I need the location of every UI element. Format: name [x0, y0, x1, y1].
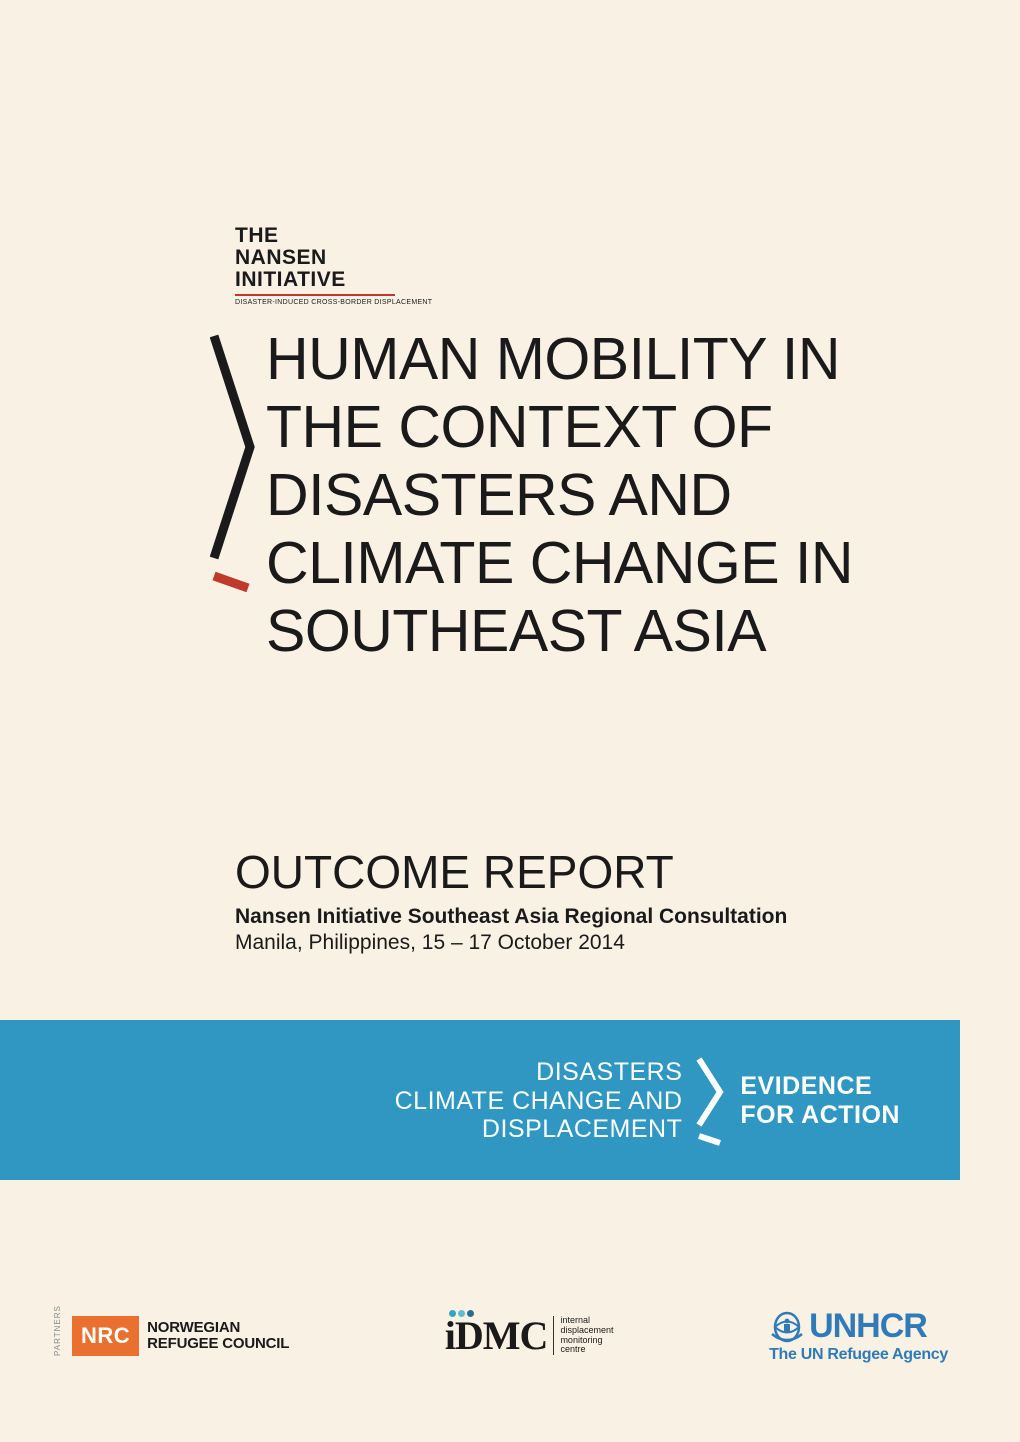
nansen-initiative-logo: THE NANSEN INITIATIVE DISASTER-INDUCED C… [235, 225, 930, 306]
band-left-line-1: DISASTERS [395, 1058, 683, 1087]
outcome-subtitle: Nansen Initiative Southeast Asia Regiona… [235, 905, 930, 929]
nrc-line-1: NORWEGIAN [147, 1320, 289, 1336]
blue-band: DISASTERS CLIMATE CHANGE AND DISPLACEMEN… [0, 1020, 960, 1180]
title-row: HUMAN MOBILITY IN THE CONTEXT OF DISASTE… [210, 326, 930, 665]
idmc-sub-4: centre [560, 1345, 613, 1355]
chevron-band-icon [696, 1056, 726, 1146]
nrc-name: NORWEGIAN REFUGEE COUNCIL [147, 1320, 289, 1352]
nansen-tagline: DISASTER-INDUCED CROSS-BORDER DISPLACEME… [235, 299, 930, 306]
nrc-logo: NRC NORWEGIAN REFUGEE COUNCIL [72, 1316, 289, 1356]
partners-row: NRC NORWEGIAN REFUGEE COUNCIL iDMC inter… [72, 1307, 948, 1364]
outcome-block: OUTCOME REPORT Nansen Initiative Southea… [235, 845, 930, 955]
nrc-line-2: REFUGEE COUNCIL [147, 1336, 289, 1352]
outcome-location: Manila, Philippines, 15 – 17 October 201… [235, 931, 930, 955]
unhcr-block: UNHCR The UN Refugee Agency [769, 1307, 948, 1364]
idmc-logo: iDMC internal displacement monitoring ce… [445, 1312, 614, 1359]
nansen-line-1: THE [235, 225, 930, 247]
idmc-dot-3 [467, 1310, 474, 1317]
band-right-line-2: FOR ACTION [740, 1101, 900, 1130]
idmc-dots-icon [449, 1310, 474, 1317]
nansen-underline [235, 294, 395, 296]
idmc-dot-2 [458, 1310, 465, 1317]
band-left-line-2: CLIMATE CHANGE AND [395, 1087, 683, 1116]
idmc-dot-1 [449, 1310, 456, 1317]
outcome-heading: OUTCOME REPORT [235, 845, 930, 899]
unhcr-subtitle: The UN Refugee Agency [769, 1346, 948, 1364]
nansen-line-2: NANSEN [235, 247, 930, 269]
blue-band-content: DISASTERS CLIMATE CHANGE AND DISPLACEMEN… [395, 1056, 900, 1146]
document-title: HUMAN MOBILITY IN THE CONTEXT OF DISASTE… [266, 326, 930, 665]
unhcr-emblem-icon [769, 1310, 805, 1344]
band-left-text: DISASTERS CLIMATE CHANGE AND DISPLACEMEN… [395, 1058, 683, 1144]
unhcr-wordmark: UNHCR [809, 1307, 927, 1346]
idmc-wordmark: iDMC [445, 1312, 548, 1359]
content-block: THE NANSEN INITIATIVE DISASTER-INDUCED C… [210, 225, 930, 955]
idmc-subtitle: internal displacement monitoring centre [553, 1316, 613, 1356]
idmc-word-text: iDMC [445, 1313, 548, 1358]
unhcr-logo: UNHCR The UN Refugee Agency [769, 1307, 948, 1364]
chevron-large-icon [210, 332, 258, 592]
band-right-line-1: EVIDENCE [740, 1072, 900, 1101]
nrc-abbrev-box: NRC [72, 1316, 139, 1356]
nansen-line-3: INITIATIVE [235, 269, 930, 291]
band-left-line-3: DISPLACEMENT [395, 1115, 683, 1144]
band-right-text: EVIDENCE FOR ACTION [740, 1072, 900, 1130]
unhcr-top-row: UNHCR [769, 1307, 948, 1346]
partners-label: PARTNERS [53, 1305, 62, 1356]
